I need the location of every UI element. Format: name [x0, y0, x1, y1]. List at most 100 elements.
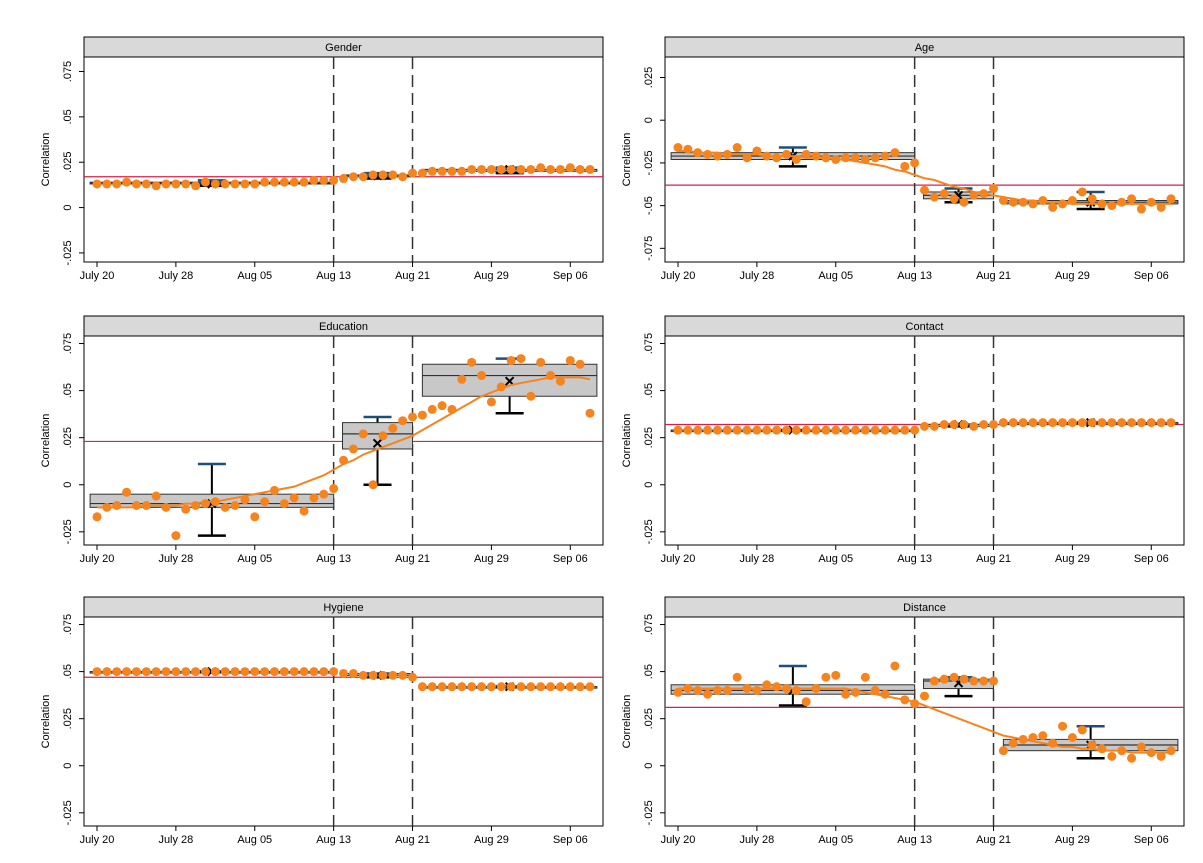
x-tick-label: July 28	[158, 834, 193, 846]
data-point	[299, 177, 309, 187]
x-tick-label: Aug 29	[1055, 834, 1090, 846]
data-point	[1136, 418, 1146, 428]
data-point	[417, 682, 427, 692]
y-tick-label: 0	[643, 482, 655, 488]
data-point	[289, 493, 299, 503]
y-tick-label: .025	[643, 67, 655, 88]
data-point	[870, 425, 880, 435]
data-point	[230, 179, 240, 189]
x-tick-label: July 20	[80, 270, 115, 282]
data-point	[368, 170, 378, 180]
y-tick-label: .05	[643, 664, 655, 679]
y-axis-label: Correlation	[621, 414, 633, 468]
data-point	[477, 164, 487, 174]
data-point	[200, 667, 210, 677]
y-tick-label: .025	[62, 708, 74, 729]
data-point	[900, 695, 910, 705]
data-point	[240, 667, 250, 677]
x-tick-label: Aug 13	[316, 553, 351, 565]
y-tick-label: 0	[62, 205, 74, 211]
data-point	[998, 418, 1008, 428]
data-point	[929, 192, 939, 202]
data-point	[732, 143, 742, 153]
plot-area	[664, 616, 1185, 827]
data-point	[329, 175, 339, 185]
data-point	[319, 175, 329, 185]
x-tick-label: Aug 05	[237, 270, 272, 282]
data-point	[920, 421, 929, 431]
data-point	[260, 667, 270, 677]
data-point	[1038, 196, 1048, 205]
data-point	[1028, 733, 1038, 743]
data-point	[171, 667, 181, 677]
x-tick-label: Aug 29	[474, 834, 509, 846]
data-point	[486, 164, 496, 174]
data-point	[1067, 418, 1077, 428]
data-point	[683, 144, 693, 154]
data-point	[565, 163, 575, 173]
data-point	[378, 170, 388, 180]
data-point	[959, 419, 969, 429]
data-point	[151, 667, 161, 677]
x-tick-label: Aug 21	[976, 270, 1011, 282]
panel-strip	[664, 36, 1185, 58]
data-point	[486, 397, 496, 407]
data-point	[673, 425, 683, 435]
data-point	[220, 179, 230, 189]
panel-strip	[83, 596, 604, 618]
x-tick-label: July 20	[661, 553, 696, 565]
data-point	[250, 512, 260, 522]
y-tick-label: .075	[643, 333, 655, 354]
panel-title: Distance	[903, 602, 946, 614]
data-point	[102, 179, 112, 189]
data-point	[781, 684, 791, 694]
data-point	[821, 672, 831, 682]
data-point	[427, 404, 437, 414]
data-point	[92, 179, 102, 189]
y-tick-label: -.025	[643, 150, 655, 175]
data-point	[762, 151, 772, 161]
x-tick-label: July 20	[80, 553, 115, 565]
data-point	[801, 149, 811, 159]
x-tick-label: Aug 29	[474, 553, 509, 565]
x-tick-label: Aug 29	[1055, 270, 1090, 282]
data-point	[742, 684, 752, 694]
data-point	[112, 667, 122, 677]
data-point	[299, 667, 309, 677]
data-point	[230, 667, 240, 677]
data-point	[1146, 748, 1156, 758]
data-point	[555, 682, 565, 692]
data-point	[279, 177, 289, 187]
data-point	[220, 667, 230, 677]
data-point	[437, 166, 447, 176]
data-point	[801, 425, 811, 435]
x-tick-label: Aug 05	[818, 834, 853, 846]
y-tick-label: .05	[62, 383, 74, 398]
data-point	[417, 168, 427, 178]
data-point	[486, 682, 496, 692]
data-point	[417, 410, 427, 420]
plot-area	[83, 56, 604, 263]
data-point	[683, 684, 693, 694]
data-point	[712, 151, 722, 161]
data-point	[122, 667, 132, 677]
y-tick-label: .05	[643, 383, 655, 398]
data-point	[860, 155, 870, 164]
data-point	[1067, 196, 1077, 205]
data-point	[181, 504, 191, 514]
data-point	[526, 391, 536, 401]
data-point	[979, 189, 989, 199]
data-point	[1077, 418, 1087, 428]
data-point	[939, 189, 949, 199]
x-tick-label: July 20	[80, 834, 115, 846]
data-point	[427, 166, 437, 176]
data-point	[693, 148, 703, 158]
data-point	[762, 425, 772, 435]
x-tick-label: July 28	[158, 270, 193, 282]
data-point	[1058, 418, 1068, 428]
data-point	[437, 682, 447, 692]
data-point	[210, 667, 220, 677]
data-point	[1018, 197, 1028, 207]
data-point	[781, 425, 791, 435]
